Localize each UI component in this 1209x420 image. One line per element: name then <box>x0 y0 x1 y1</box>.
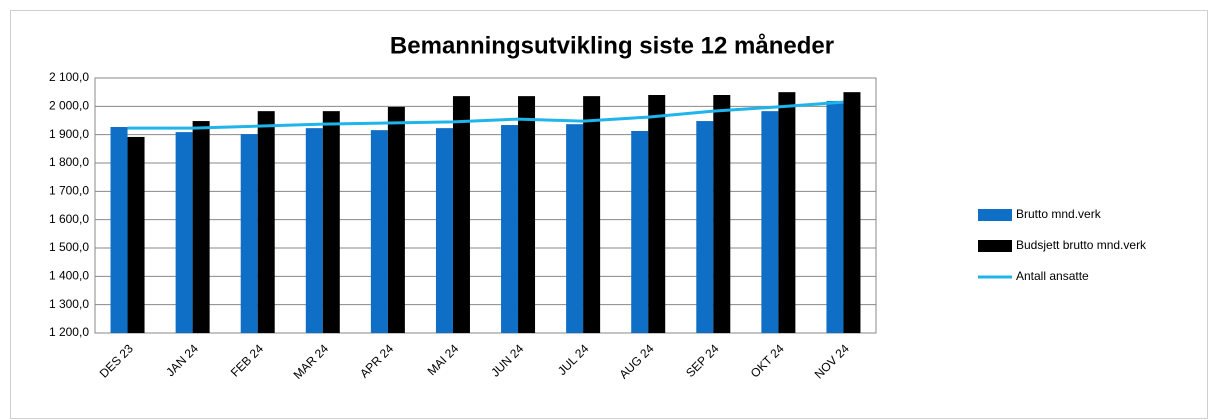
bar <box>127 136 145 333</box>
bar <box>110 127 128 334</box>
bar <box>696 121 714 333</box>
bar <box>257 111 275 334</box>
bar <box>518 96 536 333</box>
y-tick-label: 1 200,0 <box>49 325 89 339</box>
bar <box>387 106 405 334</box>
legend-marker <box>978 209 1012 221</box>
bar <box>761 111 779 334</box>
legend-marker <box>978 240 1012 252</box>
y-tick-label: 2 100,0 <box>49 70 89 84</box>
bar <box>305 128 323 333</box>
bar <box>583 96 601 333</box>
chart-title: Bemanningsutvikling siste 12 måneder <box>390 32 834 59</box>
legend-label: Antall ansatte <box>1016 269 1089 283</box>
bar <box>240 134 258 333</box>
bar <box>435 128 453 333</box>
y-tick-label: 2 000,0 <box>49 99 89 113</box>
y-tick-label: 1 800,0 <box>49 155 89 169</box>
bar <box>843 92 861 334</box>
bar <box>370 130 388 333</box>
bar <box>452 96 470 333</box>
legend-label: Brutto mnd.verk <box>1016 207 1102 221</box>
bar <box>501 125 519 334</box>
bar <box>648 95 666 333</box>
bar <box>175 132 193 333</box>
bar <box>566 124 584 333</box>
y-tick-label: 1 700,0 <box>49 184 89 198</box>
y-tick-label: 1 500,0 <box>49 240 89 254</box>
bar <box>826 100 844 333</box>
bar <box>631 130 649 333</box>
bar <box>322 111 340 334</box>
legend-label: Budsjett brutto mnd.verk <box>1016 238 1147 252</box>
y-tick-label: 1 600,0 <box>49 212 89 226</box>
bar <box>192 121 210 333</box>
y-tick-label: 1 900,0 <box>49 127 89 141</box>
y-tick-label: 1 400,0 <box>49 269 89 283</box>
y-tick-label: 1 300,0 <box>49 297 89 311</box>
bar <box>713 95 731 333</box>
line <box>127 100 844 130</box>
bar <box>778 92 796 334</box>
